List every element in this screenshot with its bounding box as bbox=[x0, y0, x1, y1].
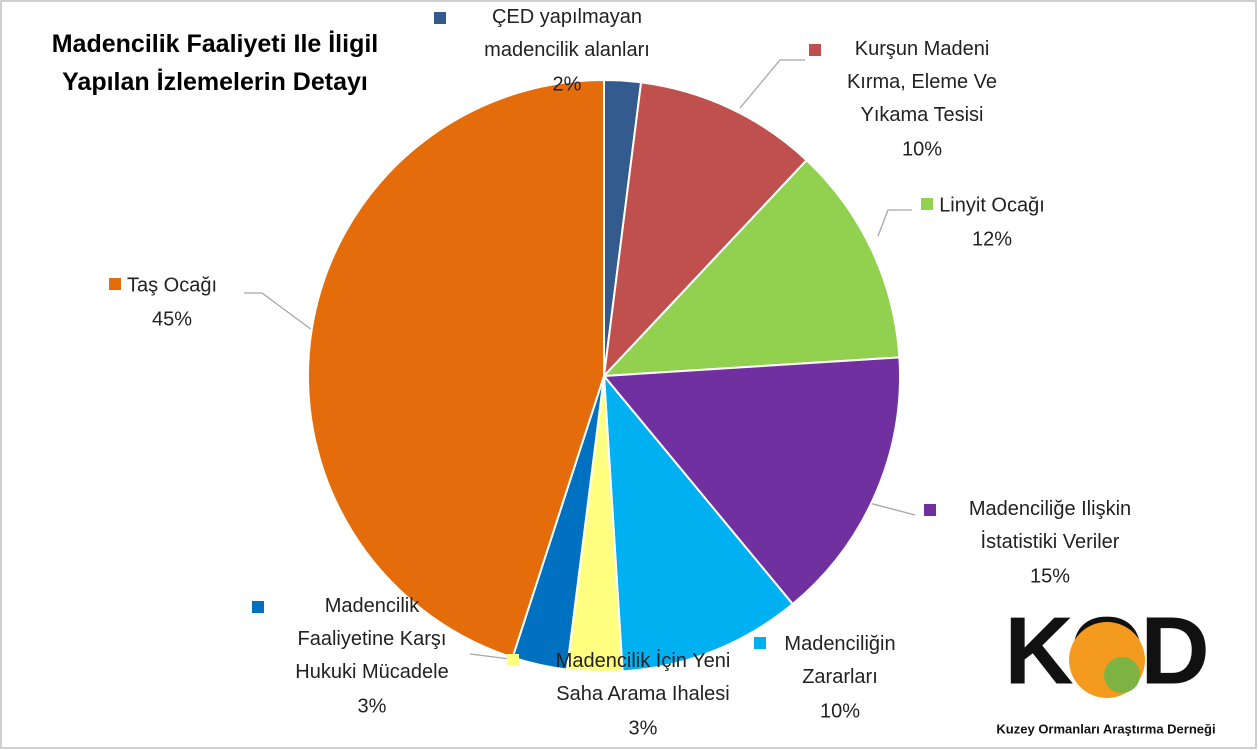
pie-slice bbox=[602, 81, 809, 379]
pie-slice bbox=[307, 78, 605, 659]
data-label-value: 10% bbox=[820, 700, 860, 722]
pie-slice bbox=[602, 372, 795, 673]
data-label-value: 10% bbox=[902, 138, 942, 160]
legend-marker bbox=[754, 637, 766, 649]
data-label-name: Madenciliğin Zararları bbox=[784, 633, 895, 688]
legend-marker bbox=[252, 601, 264, 613]
data-label-value: 12% bbox=[972, 228, 1012, 250]
data-label-name: Madencilik Faaliyetine Karşı Hukuki Mücade… bbox=[295, 595, 448, 683]
legend-marker bbox=[109, 278, 121, 290]
pie-slice bbox=[601, 158, 901, 378]
logo-subtitle: Kuzey Ormanları Araştırma Derneği bbox=[996, 721, 1215, 736]
leader-line bbox=[739, 59, 805, 109]
logo: KOD Kuzey Ormanları Araştırma Derneği bbox=[996, 597, 1215, 736]
data-label-value: 15% bbox=[1030, 565, 1070, 587]
data-label-name: Linyit Ocağı bbox=[939, 194, 1045, 216]
data-label-name: Taş Ocağı bbox=[127, 274, 217, 296]
pie-slice bbox=[601, 356, 901, 606]
legend-marker bbox=[921, 198, 933, 210]
legend-marker bbox=[809, 44, 821, 56]
data-label-name: Madenciliğe Ilişkin İstatistiki Veriler bbox=[969, 498, 1131, 553]
legend-marker bbox=[434, 12, 446, 24]
data-label-name: Kurşun Madeni Kırma, Eleme Ve Yıkama Tesis… bbox=[847, 38, 997, 126]
data-label-value: 3% bbox=[629, 717, 658, 739]
data-label-value: 2% bbox=[553, 73, 582, 95]
data-label-value: 45% bbox=[152, 308, 192, 330]
leader-line bbox=[244, 292, 313, 331]
legend-marker bbox=[924, 504, 936, 516]
data-label-name: ÇED yapılmayan madencilik alanları bbox=[484, 6, 650, 61]
chart-title: Madencilik Faaliyeti Ile İligil Yapılan İ… bbox=[52, 30, 379, 96]
legend-marker bbox=[507, 654, 519, 666]
leader-line bbox=[877, 209, 912, 237]
logo-leaf bbox=[1104, 657, 1140, 693]
data-label-value: 3% bbox=[358, 695, 387, 717]
data-label-name: Madencilik İçin Yeni Saha Arama Ihalesi bbox=[556, 649, 731, 705]
